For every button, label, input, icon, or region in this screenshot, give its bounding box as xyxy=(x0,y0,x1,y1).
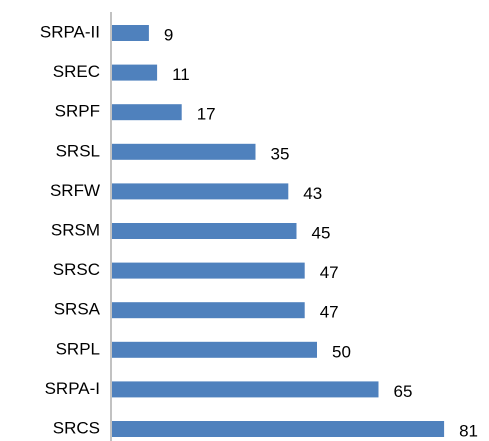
data-label: 47 xyxy=(320,303,339,322)
bar xyxy=(112,25,149,41)
data-label: 65 xyxy=(394,382,413,401)
data-label: 35 xyxy=(271,144,290,163)
y-tick-label: SRFW xyxy=(50,181,100,200)
y-tick-label: SRSA xyxy=(54,300,101,319)
data-label: 81 xyxy=(459,421,478,440)
bar xyxy=(112,302,305,319)
y-tick-label: SRSL xyxy=(56,141,100,160)
y-tick-label: SRPF xyxy=(55,102,100,121)
data-label: 47 xyxy=(320,263,339,282)
bar xyxy=(112,183,289,200)
bar xyxy=(112,262,305,279)
y-tick-label: SREC xyxy=(53,62,100,81)
y-tick-label: SRPL xyxy=(56,339,100,358)
data-label: 45 xyxy=(312,223,331,242)
bar xyxy=(112,143,256,160)
bar xyxy=(112,64,158,81)
y-tick-label: SRSM xyxy=(51,220,100,239)
data-label: 9 xyxy=(164,25,173,44)
bar xyxy=(112,223,297,239)
data-label: 17 xyxy=(197,105,216,124)
bar xyxy=(112,421,445,437)
y-tick-label: SRPA-I xyxy=(45,379,100,398)
y-tick-label: SRPA-II xyxy=(40,22,100,41)
bar xyxy=(112,341,317,358)
data-label: 11 xyxy=(172,65,190,84)
data-label: 50 xyxy=(332,342,351,361)
bar xyxy=(112,381,379,398)
data-label: 43 xyxy=(303,184,322,203)
y-tick-label: SRSC xyxy=(53,260,100,279)
bar xyxy=(112,104,182,121)
y-tick-label: SRCS xyxy=(53,418,100,437)
